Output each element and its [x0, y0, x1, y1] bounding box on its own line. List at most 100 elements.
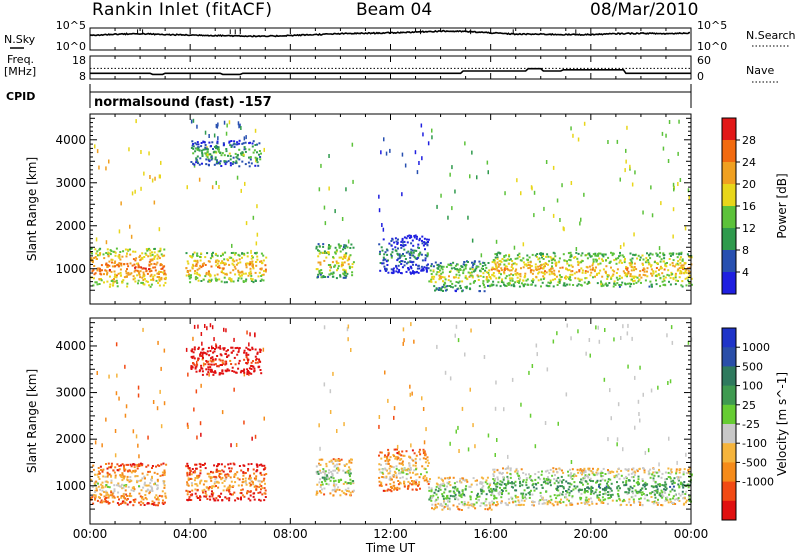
- power-echo-cell: [116, 285, 119, 288]
- vel-echo-cell: [318, 470, 321, 473]
- vel-echo-cell: [472, 505, 475, 508]
- vel-echo-cell: [436, 498, 439, 501]
- power-echo-cell: [684, 270, 687, 273]
- power-echo-cell: [250, 249, 252, 254]
- power-echo-cell: [428, 280, 431, 283]
- power-echo-cell: [255, 158, 257, 163]
- vel-echo-cell: [125, 485, 127, 488]
- power-echo-cell: [96, 283, 99, 286]
- power-echo-cell: [98, 248, 101, 251]
- vel-echo-cell: [460, 493, 463, 496]
- vel-echo-cell: [392, 475, 395, 478]
- power-echo-cell: [656, 254, 659, 257]
- vel-echo-cell: [568, 482, 571, 485]
- power-echo-cell: [111, 265, 114, 268]
- power-echo-cell: [448, 264, 451, 266]
- vel-echo-cell: [440, 477, 443, 480]
- power-echo-cell: [425, 267, 428, 270]
- vel-echo-cell: [422, 457, 425, 460]
- vel-echo-cell: [251, 436, 253, 441]
- power-echo-cell: [164, 273, 167, 276]
- vel-echo-cell: [413, 339, 415, 344]
- power-echo-cell: [113, 270, 116, 273]
- vel-echo-cell: [625, 475, 628, 478]
- power-echo-cell: [210, 278, 213, 281]
- power-echo-cell: [334, 246, 337, 249]
- vel-echo-cell: [637, 478, 640, 481]
- power-echo-cell: [680, 272, 683, 275]
- vel-echo-cell: [240, 496, 242, 499]
- power-echo-cell: [323, 259, 326, 262]
- power-echo-cell: [250, 274, 253, 277]
- power-echo-cell: [420, 253, 423, 256]
- power-echo-cell: [201, 155, 204, 157]
- power-echo-cell: [132, 258, 135, 261]
- vel-echo-cell: [545, 490, 548, 493]
- vel-echo-cell: [104, 497, 107, 500]
- vel-echo-cell: [200, 351, 202, 354]
- vel-echo-cell: [256, 464, 258, 467]
- vel-echo-cell: [244, 472, 247, 474]
- power-echo-cell: [633, 262, 636, 265]
- vel-echo-cell: [320, 458, 323, 461]
- vel-echo-cell: [489, 484, 491, 487]
- vel-echo-cell: [214, 478, 217, 480]
- power-echo-cell: [639, 258, 641, 261]
- vel-echo-cell: [258, 365, 261, 368]
- power-echo-cell: [216, 146, 219, 148]
- vel-echo-cell: [541, 498, 544, 501]
- vel-echo-cell: [316, 470, 319, 473]
- power-echo-cell: [226, 258, 229, 261]
- vel-echo-cell: [689, 472, 692, 475]
- vel-echo-cell: [444, 503, 447, 506]
- vel-echo-cell: [453, 495, 456, 498]
- power-echo-cell: [608, 261, 611, 264]
- power-echo-cell: [159, 247, 162, 250]
- power-echo-cell: [434, 289, 436, 292]
- vel-echo-cell: [245, 346, 248, 349]
- power-echo-cell: [449, 262, 452, 265]
- power-echo-cell: [479, 270, 482, 273]
- power-echo-cell: [562, 284, 565, 287]
- vel-echo-cell: [190, 349, 193, 352]
- vel-echo-cell: [677, 497, 680, 500]
- vel-echo-cell: [523, 495, 526, 498]
- vel-echo-cell: [518, 475, 520, 477]
- power-echo-cell: [464, 267, 467, 270]
- power-echo-cell: [445, 285, 448, 288]
- power-echo-cell: [200, 149, 203, 152]
- power-echo-cell: [624, 274, 627, 277]
- power-echo-cell: [633, 268, 635, 271]
- power-echo-cell: [649, 280, 652, 283]
- vel-echo-cell: [187, 465, 189, 467]
- power-echo-cell: [234, 267, 237, 270]
- vel-echo-cell: [627, 364, 629, 369]
- vel-echo-cell: [631, 490, 634, 493]
- power-echo-cell: [679, 256, 682, 259]
- power-echo-cell: [490, 268, 493, 271]
- vel-echo-cell: [137, 443, 139, 448]
- power-echo-cell: [460, 265, 463, 268]
- power-echo-cell: [210, 154, 213, 157]
- vel-echo-cell: [226, 369, 229, 372]
- power-echo-cell: [588, 254, 591, 257]
- vel-echo-cell: [579, 472, 582, 474]
- vel-echo-cell: [249, 332, 251, 337]
- power-echo-cell: [148, 247, 151, 250]
- power-echo-cell: [687, 269, 690, 272]
- vel-echo-cell: [332, 462, 335, 465]
- power-echo-cell: [457, 281, 460, 284]
- vel-echo-cell: [389, 470, 392, 473]
- power-echo-cell: [684, 226, 687, 231]
- power-echo-cell: [134, 280, 137, 283]
- power-echo-cell: [589, 274, 592, 277]
- power-echo-cell: [586, 266, 589, 269]
- power-echo-cell: [151, 178, 154, 183]
- power-echo-cell: [95, 252, 98, 255]
- vel-echo-cell: [92, 468, 95, 471]
- power-echo-cell: [125, 255, 128, 258]
- power-echo-cell: [225, 161, 228, 164]
- vel-echo-cell: [639, 497, 642, 500]
- vel-echo-cell: [230, 443, 232, 448]
- vel-echo-cell: [231, 346, 234, 349]
